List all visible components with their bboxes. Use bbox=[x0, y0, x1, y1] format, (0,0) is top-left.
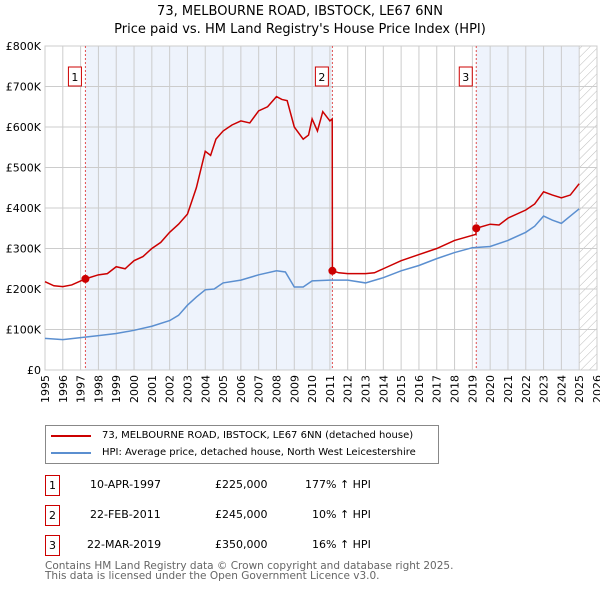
sale-row-3: 3 22-MAR-2019 £350,000 16% ↑ HPI bbox=[45, 535, 445, 556]
y-tick-label: £600K bbox=[6, 121, 42, 134]
x-tick-label: 1999 bbox=[110, 375, 123, 403]
y-tick-label: £800K bbox=[6, 40, 42, 53]
x-tick-label: 2016 bbox=[413, 375, 426, 403]
legend-item-hpi: HPI: Average price, detached house, Nort… bbox=[51, 447, 416, 458]
x-tick-label: 2007 bbox=[253, 375, 266, 403]
x-tick-label: 1996 bbox=[57, 375, 70, 403]
sale-row-1: 1 10-APR-1997 £225,000 177% ↑ HPI bbox=[45, 475, 445, 496]
footer-licence: This data is licensed under the Open Gov… bbox=[45, 570, 380, 582]
x-tick-label: 2026 bbox=[591, 375, 600, 403]
plot-border bbox=[44, 45, 598, 371]
sale-hpi: 16% ↑ HPI bbox=[312, 538, 371, 551]
x-tick-label: 1997 bbox=[75, 375, 88, 403]
x-tick-label: 2000 bbox=[128, 375, 141, 403]
sale-price: £350,000 bbox=[215, 538, 268, 551]
x-tick-label: 2009 bbox=[288, 375, 301, 403]
x-tick-label: 2006 bbox=[235, 375, 248, 403]
sale-marker-label: 3 bbox=[45, 535, 60, 556]
x-tick-label: 2012 bbox=[342, 375, 355, 403]
sale-marker-box bbox=[314, 66, 329, 87]
x-tick-label: 2024 bbox=[555, 375, 568, 403]
legend-item-property: 73, MELBOURNE ROAD, IBSTOCK, LE67 6NN (d… bbox=[51, 430, 413, 441]
x-tick-label: 2005 bbox=[217, 375, 230, 403]
x-tick-label: 2015 bbox=[395, 375, 408, 403]
x-tick-label: 2022 bbox=[520, 375, 533, 403]
sale-hpi: 10% ↑ HPI bbox=[312, 508, 371, 521]
x-tick-label: 1998 bbox=[92, 375, 105, 403]
x-tick-label: 2019 bbox=[466, 375, 479, 403]
y-tick-label: £300K bbox=[6, 243, 42, 256]
y-tick-label: £0 bbox=[27, 364, 41, 377]
legend-label: 73, MELBOURNE ROAD, IBSTOCK, LE67 6NN (d… bbox=[102, 430, 414, 441]
footer: Contains HM Land Registry data © Crown c… bbox=[45, 560, 454, 582]
sale-marker-label: 2 bbox=[318, 71, 325, 84]
x-tick-label: 2017 bbox=[431, 375, 444, 403]
sale-date: 10-APR-1997 bbox=[90, 478, 162, 491]
x-tick-label: 2010 bbox=[306, 375, 319, 403]
y-tick-label: £200K bbox=[6, 283, 42, 296]
y-tick-label: £100K bbox=[6, 324, 42, 337]
x-tick-label: 2025 bbox=[573, 375, 586, 403]
x-tick-label: 2003 bbox=[181, 375, 194, 403]
x-tick-label: 2011 bbox=[324, 375, 337, 403]
sale-hpi: 177% ↑ HPI bbox=[305, 478, 371, 491]
y-tick-label: £400K bbox=[6, 202, 42, 215]
x-tick-label: 2008 bbox=[270, 375, 283, 403]
x-tick-label: 2002 bbox=[164, 375, 177, 403]
legend: 73, MELBOURNE ROAD, IBSTOCK, LE67 6NN (d… bbox=[45, 425, 439, 464]
sale-marker-label: 2 bbox=[45, 505, 60, 526]
sale-date: 22-MAR-2019 bbox=[87, 538, 162, 551]
x-tick-label: 2023 bbox=[538, 375, 551, 403]
price-paid-line bbox=[44, 95, 580, 288]
sale-price: £245,000 bbox=[215, 508, 268, 521]
sale-marker-label: 3 bbox=[462, 71, 469, 84]
legend-label: HPI: Average price, detached house, Nort… bbox=[102, 447, 416, 458]
sale-date: 22-FEB-2011 bbox=[90, 508, 161, 521]
x-tick-label: 2013 bbox=[360, 375, 373, 403]
x-tick-label: 2001 bbox=[146, 375, 159, 403]
sale-marker-box bbox=[67, 66, 82, 87]
y-tick-label: £500K bbox=[6, 162, 42, 175]
chart-title: 73, MELBOURNE ROAD, IBSTOCK, LE67 6NN bbox=[157, 4, 443, 19]
sale-marker-label: 1 bbox=[71, 71, 78, 84]
plot-area: 1995 1996 1997 1998 1999 2000 2001 2002 2003 2004… bbox=[6, 40, 600, 403]
sale-point bbox=[328, 266, 337, 275]
chart-subtitle: Price paid vs. HM Land Registry's House … bbox=[114, 22, 486, 37]
x-tick-label: 1995 bbox=[39, 375, 52, 403]
x-tick-label: 2014 bbox=[377, 375, 390, 403]
y-tick-label: £700K bbox=[6, 81, 42, 94]
hpi-line bbox=[44, 208, 580, 341]
sale-point bbox=[472, 224, 481, 233]
x-tick-label: 2004 bbox=[199, 375, 212, 403]
footer-copyright: Contains HM Land Registry data © Crown c… bbox=[45, 560, 454, 572]
x-tick-label: 2020 bbox=[484, 375, 497, 403]
sale-marker-box bbox=[458, 66, 473, 87]
sale-price: £225,000 bbox=[215, 478, 268, 491]
x-tick-label: 2018 bbox=[449, 375, 462, 403]
x-tick-label: 2021 bbox=[502, 375, 515, 403]
sale-row-2: 2 22-FEB-2011 £245,000 10% ↑ HPI bbox=[45, 505, 445, 526]
sale-marker-label: 1 bbox=[45, 475, 60, 496]
legend-swatch-red bbox=[51, 434, 91, 437]
sale-point bbox=[81, 274, 90, 283]
legend-swatch-blue bbox=[51, 451, 91, 454]
